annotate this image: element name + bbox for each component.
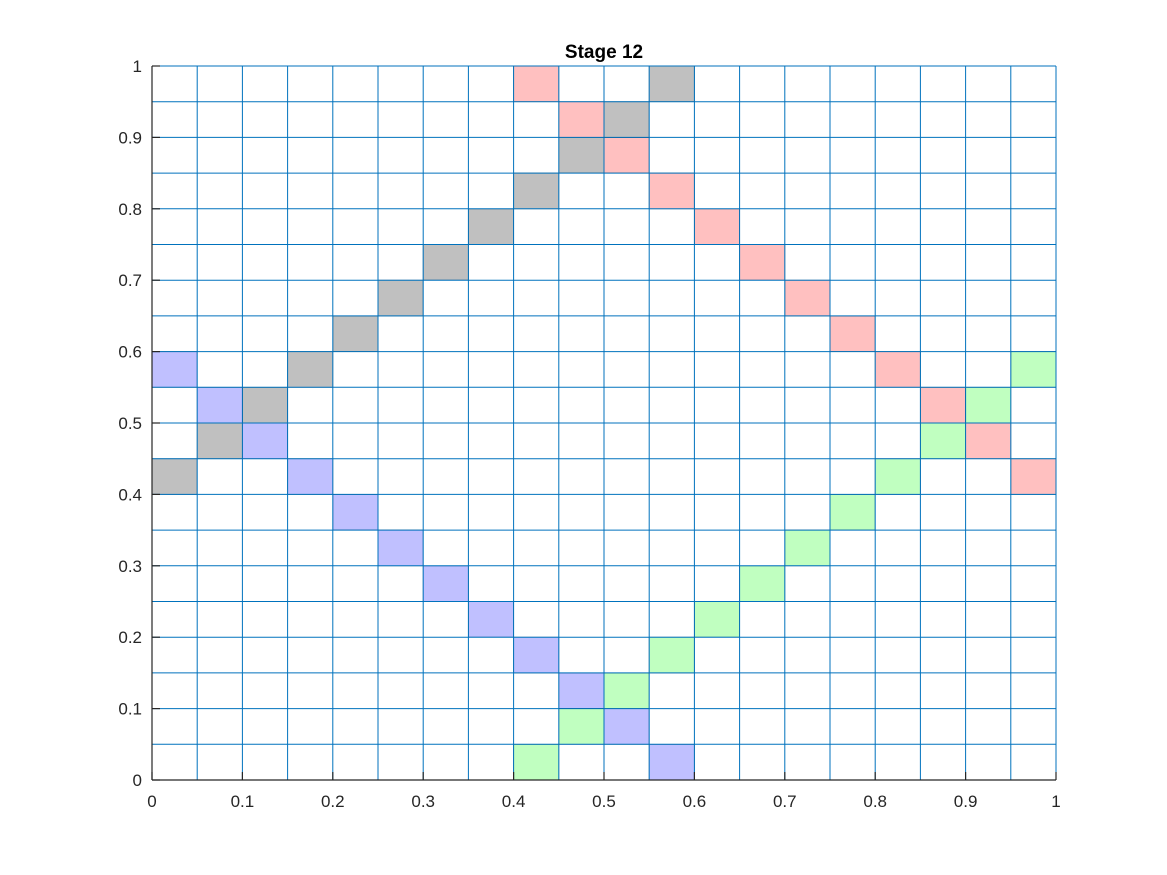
cell-blue — [151, 351, 198, 388]
x-tick-label: 0.3 — [411, 792, 435, 811]
y-tick-label: 0.1 — [118, 700, 142, 719]
cell-gray — [558, 137, 605, 174]
y-tick-label: 0.4 — [118, 485, 142, 504]
cell-green — [558, 708, 605, 745]
cell-red — [1010, 458, 1057, 495]
cell-green — [874, 458, 921, 495]
chart-title: Stage 12 — [565, 42, 643, 63]
cell-blue — [648, 743, 695, 781]
y-tick-label: 0 — [133, 771, 142, 790]
x-tick-label: 0.5 — [592, 792, 616, 811]
x-tick-label: 0.2 — [321, 792, 345, 811]
y-tick-label: 0.5 — [118, 414, 142, 433]
cell-blue — [196, 386, 243, 424]
cell-gray — [513, 172, 560, 210]
cell-blue — [377, 529, 424, 567]
cell-red — [784, 279, 831, 317]
cell-blue — [242, 422, 288, 460]
cell-gray — [196, 422, 243, 460]
cell-green — [513, 743, 560, 781]
x-tick-label: 0.6 — [683, 792, 707, 811]
cell-red — [694, 208, 740, 245]
y-tick-label: 0.3 — [118, 557, 142, 576]
cell-gray — [603, 101, 650, 138]
cell-green — [603, 672, 650, 709]
cell-blue — [332, 494, 379, 531]
cell-blue — [422, 565, 469, 602]
cell-gray — [287, 351, 334, 388]
cell-green — [648, 636, 695, 674]
y-tick-label: 0.8 — [118, 200, 142, 219]
cell-green — [829, 494, 876, 531]
y-tick-label: 1 — [133, 57, 142, 76]
cell-gray — [648, 65, 695, 103]
y-tick-label: 0.9 — [118, 128, 142, 147]
x-tick-label: 0.1 — [231, 792, 255, 811]
x-tick-labels: 0 0.1 0.2 0.3 0.4 0.5 0.6 0.7 0.8 0.9 1 — [147, 792, 1060, 811]
cell-gray — [422, 244, 469, 281]
cell-green — [784, 529, 831, 567]
cell-green — [965, 386, 1012, 424]
cell-blue — [603, 708, 650, 745]
cell-gray — [242, 386, 288, 424]
cell-blue — [558, 672, 605, 709]
y-tick-labels: 0 0.1 0.2 0.3 0.4 0.5 0.6 0.7 0.8 0.9 1 — [118, 57, 142, 790]
x-tick-label: 0 — [147, 792, 156, 811]
cell-red — [965, 422, 1012, 460]
cell-gray — [332, 315, 379, 352]
axes-layer — [151, 65, 1057, 781]
cell-red — [558, 101, 605, 138]
cell-red — [874, 351, 921, 388]
cells-layer — [151, 65, 1057, 781]
cell-red — [648, 172, 695, 210]
cell-green — [739, 565, 786, 602]
cell-gray — [377, 279, 424, 317]
cell-green — [920, 422, 966, 460]
cell-red — [920, 386, 966, 424]
cell-blue — [287, 458, 334, 495]
x-tick-label: 0.9 — [954, 792, 978, 811]
x-tick-label: 0.7 — [773, 792, 797, 811]
cell-red — [739, 244, 786, 281]
y-tick-label: 0.2 — [118, 628, 142, 647]
cell-blue — [468, 601, 514, 638]
x-tick-label: 1 — [1051, 792, 1060, 811]
cell-green — [1010, 351, 1057, 388]
cell-green — [694, 601, 740, 638]
cell-red — [829, 315, 876, 352]
cell-blue — [513, 636, 560, 674]
cell-gray — [468, 208, 514, 245]
cell-red — [513, 65, 560, 103]
x-tick-label: 0.4 — [502, 792, 526, 811]
cell-gray — [151, 458, 198, 495]
y-tick-label: 0.6 — [118, 343, 142, 362]
x-tick-label: 0.8 — [863, 792, 887, 811]
grid-layer — [151, 65, 1057, 781]
cell-red — [603, 137, 650, 174]
y-tick-label: 0.7 — [118, 271, 142, 290]
